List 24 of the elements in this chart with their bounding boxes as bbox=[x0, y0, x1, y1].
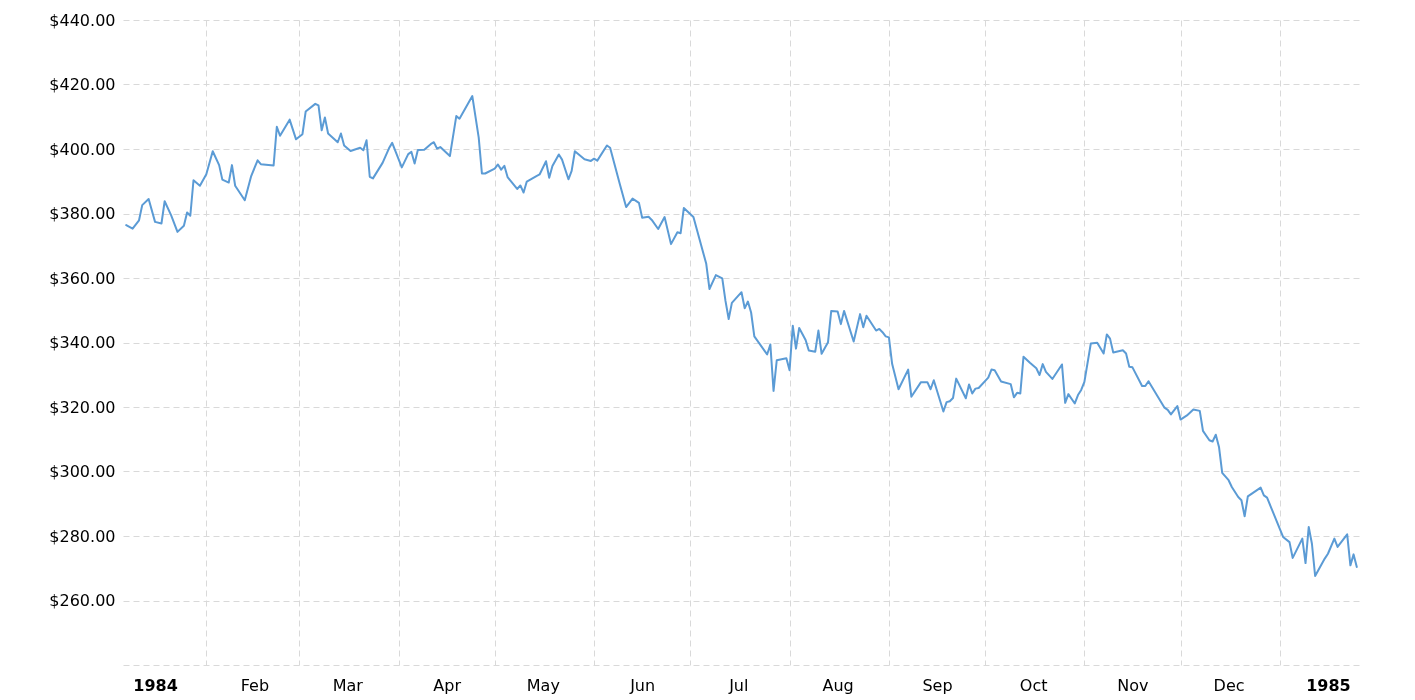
y-tick-label: $260.00 bbox=[49, 591, 116, 610]
y-tick-label: $340.00 bbox=[49, 333, 116, 352]
y-tick-label: $380.00 bbox=[49, 204, 116, 223]
x-tick-label: Nov bbox=[1117, 675, 1149, 695]
x-tick-label: Oct bbox=[1019, 675, 1048, 695]
y-tick-label: $280.00 bbox=[49, 526, 116, 546]
y-tick-label: $420.00 bbox=[49, 75, 116, 94]
x-tick-label: Dec bbox=[1213, 675, 1245, 695]
x-tick-label: May bbox=[526, 675, 560, 695]
line-series bbox=[125, 95, 1358, 577]
y-tick-label: $360.00 bbox=[49, 268, 116, 288]
x-tick-label: Feb bbox=[240, 675, 270, 695]
y-tick-label: $440.00 bbox=[49, 10, 116, 30]
x-tick-label: 1985 bbox=[1306, 675, 1351, 695]
y-tick-label: $300.00 bbox=[49, 462, 116, 481]
y-tick-label: $400.00 bbox=[49, 139, 116, 159]
x-tick-label: 1984 bbox=[133, 675, 178, 695]
x-tick-label: Apr bbox=[433, 675, 462, 695]
y-tick-label: $320.00 bbox=[49, 397, 116, 417]
x-tick-label: Aug bbox=[822, 675, 854, 695]
x-tick-label: Mar bbox=[332, 675, 364, 695]
x-tick-label: Sep bbox=[922, 675, 953, 695]
x-tick-label: Jul bbox=[728, 675, 749, 695]
x-tick-label: Jun bbox=[629, 675, 656, 695]
